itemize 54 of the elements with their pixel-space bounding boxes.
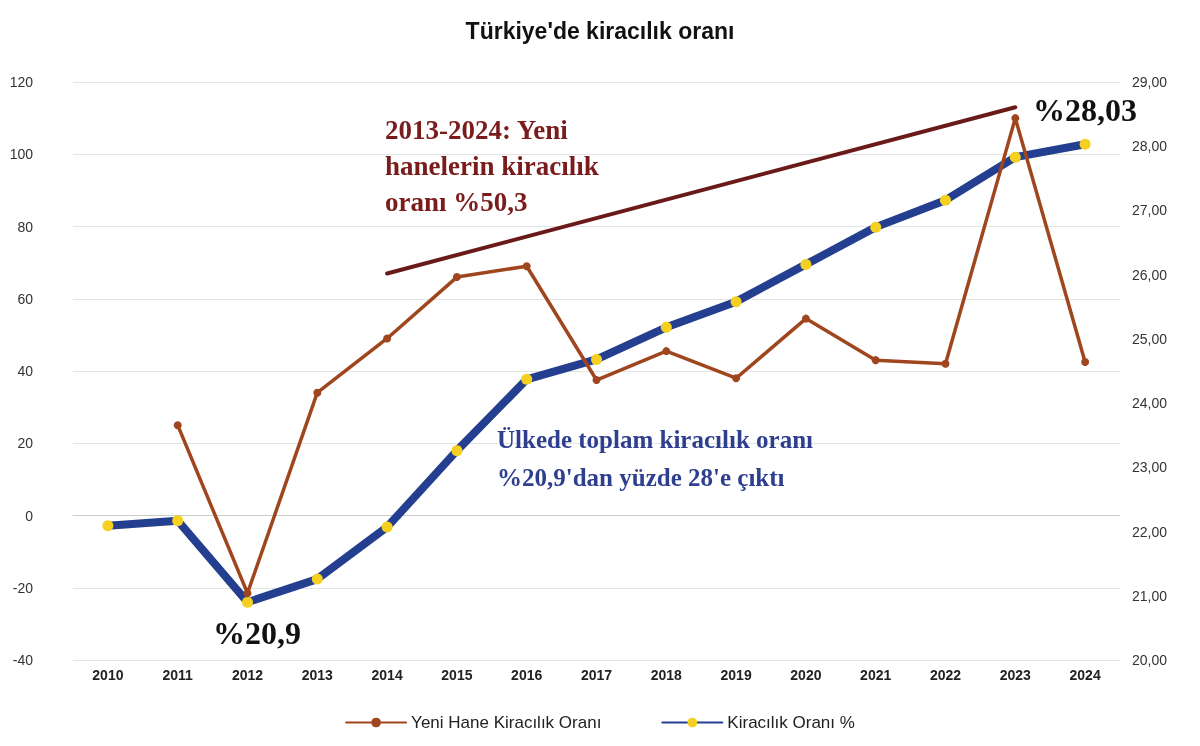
y2-tick-label: 26,00 — [1132, 266, 1168, 283]
x-tick-label: 2022 — [929, 667, 962, 683]
chart-title: Türkiye'de kiracılık oranı — [465, 17, 735, 44]
y2-tick-label: 20,00 — [1132, 652, 1168, 668]
point — [662, 347, 671, 356]
y-tick-label: -40 — [12, 652, 34, 668]
y-tick-label: 20 — [17, 435, 34, 452]
legend-label: Kiracılık Oranı % — [727, 713, 855, 732]
y2-tick-label: 27,00 — [1132, 202, 1168, 219]
point — [1081, 357, 1090, 366]
y2-tick-label: 23,00 — [1132, 459, 1168, 476]
point — [383, 334, 392, 343]
y2-tick-label: 22,00 — [1132, 523, 1168, 540]
y2-tick-label: 24,00 — [1132, 395, 1168, 412]
y2-tick-label: 21,00 — [1132, 587, 1168, 604]
x-tick-label: 2023 — [999, 667, 1032, 683]
x-tick-label: 2021 — [860, 667, 892, 683]
y2-tick-label: 29,00 — [1132, 74, 1168, 90]
point — [313, 388, 322, 397]
x-tick-label: 2016 — [511, 667, 543, 683]
x-tick-label: 2015 — [441, 667, 473, 683]
annotation: %28,03 — [1033, 92, 1137, 128]
x-tick-label: 2013 — [301, 667, 334, 683]
annotation: %20,9 — [213, 615, 301, 651]
y-tick-label: 80 — [17, 218, 34, 235]
x-tick-label: 2010 — [92, 667, 124, 683]
point — [243, 589, 252, 598]
legend-label: Yeni Hane Kiracılık Oranı — [411, 713, 602, 732]
x-tick-label: 2019 — [720, 667, 752, 683]
x-tick-label: 2020 — [790, 667, 822, 683]
x-tick-label: 2014 — [371, 667, 403, 683]
point — [871, 356, 880, 365]
x-tick-label: 2011 — [162, 667, 194, 683]
annotation: 2013-2024: Yeni hanelerin kiracılık oranı %50,3 — [385, 115, 599, 217]
y-tick-label: 60 — [17, 290, 34, 307]
y-tick-label: 0 — [25, 507, 34, 524]
x-tick-label: 2024 — [1069, 667, 1101, 683]
point — [173, 421, 182, 430]
point — [941, 359, 950, 368]
y2-tick-label: 25,00 — [1132, 330, 1168, 347]
x-tick-label: 2012 — [231, 667, 264, 683]
point — [522, 262, 531, 271]
point — [732, 374, 741, 383]
y-tick-label: -20 — [12, 579, 34, 596]
annotation: Ülkede toplam kiracılık oranı %20,9'dan yüzde 28'e çıktı — [497, 425, 814, 491]
point — [801, 314, 810, 323]
x-tick-label: 2018 — [650, 667, 683, 683]
y-tick-label: 120 — [9, 74, 34, 90]
y2-tick-label: 28,00 — [1132, 138, 1168, 155]
point — [592, 376, 601, 385]
y-tick-label: 40 — [17, 363, 34, 379]
x-tick-label: 2017 — [580, 667, 613, 683]
point — [452, 273, 461, 282]
y-tick-label: 100 — [9, 146, 34, 163]
